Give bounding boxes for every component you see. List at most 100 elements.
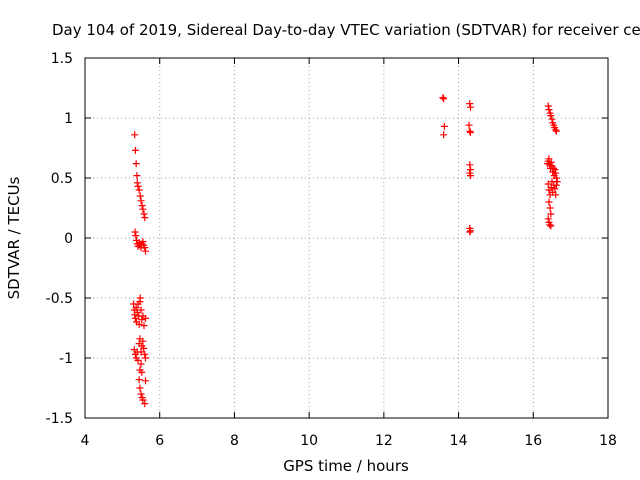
data-point xyxy=(547,158,555,166)
data-point xyxy=(137,360,145,368)
x-tick-label: 10 xyxy=(300,433,318,449)
x-tick-label: 14 xyxy=(450,433,468,449)
data-point xyxy=(131,131,139,139)
data-point xyxy=(439,94,447,102)
data-point xyxy=(466,228,474,236)
data-point xyxy=(552,127,560,135)
data-point xyxy=(467,227,475,235)
data-point xyxy=(137,390,145,398)
data-point xyxy=(545,155,553,163)
data-point xyxy=(135,320,143,328)
y-tick-label: -1.5 xyxy=(46,411,73,427)
data-point xyxy=(131,228,139,236)
data-point xyxy=(132,304,140,312)
data-point xyxy=(142,354,150,362)
data-point xyxy=(440,122,448,130)
data-point xyxy=(137,306,145,314)
y-tick-label: 0 xyxy=(64,231,73,247)
y-axis-label: SDTVAR / TECUs xyxy=(5,176,23,299)
data-point xyxy=(138,202,146,210)
data-point xyxy=(131,146,139,154)
data-point xyxy=(141,244,149,252)
data-point xyxy=(467,172,475,180)
data-point xyxy=(551,185,559,193)
data-point xyxy=(139,238,147,246)
data-point xyxy=(552,169,560,177)
data-point xyxy=(142,377,150,385)
data-point xyxy=(546,204,554,212)
y-tick-label: 1 xyxy=(64,111,73,127)
axis-ticks xyxy=(84,57,609,419)
data-point xyxy=(544,102,552,110)
data-point xyxy=(137,348,145,356)
data-points xyxy=(130,94,561,408)
y-tick-label: -0.5 xyxy=(46,291,73,307)
data-point xyxy=(548,178,556,186)
data-point xyxy=(467,166,475,174)
grid xyxy=(85,58,608,418)
x-tick-label: 6 xyxy=(155,433,164,449)
x-tick-label: 12 xyxy=(375,433,393,449)
x-tick-label: 8 xyxy=(230,433,239,449)
data-point xyxy=(440,95,448,103)
data-point xyxy=(136,192,144,200)
data-point xyxy=(545,106,553,114)
data-point xyxy=(547,210,555,218)
data-point xyxy=(140,322,148,330)
data-point xyxy=(547,112,555,120)
y-tick-labels: -1.5 -1 -0.5 0 0.5 1 1.5 xyxy=(46,51,73,427)
data-point xyxy=(551,166,559,174)
data-point xyxy=(138,368,146,376)
data-point xyxy=(142,247,150,255)
data-point xyxy=(139,337,147,345)
data-point xyxy=(547,222,555,230)
data-point xyxy=(134,182,142,190)
x-axis-label: GPS time / hours xyxy=(283,457,409,475)
data-point xyxy=(134,356,142,364)
data-point xyxy=(465,121,473,129)
data-point xyxy=(137,197,145,205)
data-point xyxy=(132,232,140,240)
data-point xyxy=(133,308,141,316)
data-point xyxy=(141,214,149,222)
data-point xyxy=(141,400,149,408)
data-point xyxy=(549,164,557,172)
data-point xyxy=(142,314,150,322)
data-point xyxy=(138,316,146,324)
data-point xyxy=(552,181,560,189)
data-point xyxy=(135,376,143,384)
data-point xyxy=(544,215,552,223)
x-tick-label: 18 xyxy=(599,433,617,449)
data-point xyxy=(140,210,148,218)
data-point xyxy=(466,127,474,135)
data-point xyxy=(440,131,448,139)
data-point xyxy=(552,174,560,182)
data-point xyxy=(466,161,474,169)
data-point xyxy=(140,344,148,352)
chart-title: Day 104 of 2019, Sidereal Day-to-day VTE… xyxy=(52,21,640,39)
data-point xyxy=(546,221,554,229)
data-point xyxy=(467,128,475,136)
x-tick-labels: 4 6 8 10 12 14 16 18 xyxy=(81,433,617,449)
data-point xyxy=(135,186,143,194)
y-tick-label: 1.5 xyxy=(51,51,73,67)
data-point xyxy=(548,115,556,123)
y-tick-label: -1 xyxy=(59,351,73,367)
x-tick-label: 16 xyxy=(524,433,542,449)
data-point xyxy=(467,103,475,111)
data-point xyxy=(552,191,560,199)
data-point xyxy=(466,100,474,108)
data-point xyxy=(133,179,141,187)
data-point xyxy=(544,180,552,188)
data-point xyxy=(141,350,149,358)
data-point xyxy=(136,294,144,302)
data-point xyxy=(136,384,144,392)
y-tick-label: 0.5 xyxy=(51,171,73,187)
x-tick-label: 4 xyxy=(81,433,90,449)
data-point xyxy=(552,126,560,134)
data-point xyxy=(545,198,553,206)
data-point xyxy=(133,172,141,180)
data-point xyxy=(132,160,140,168)
data-point xyxy=(139,396,147,404)
